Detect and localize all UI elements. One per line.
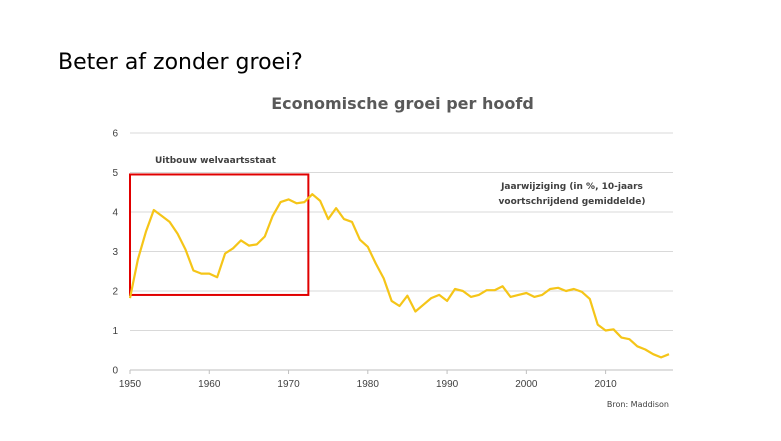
y-tick-label: 5: [112, 168, 118, 179]
x-tick-label: 1990: [436, 379, 459, 390]
series-line-growth: [128, 193, 670, 359]
source-note: Bron: Maddison: [606, 400, 669, 409]
welfare-state-box: [129, 173, 310, 296]
y-axis-ticks: 0 1 2 3 4 5 6: [112, 129, 118, 377]
y-tick-label: 2: [112, 287, 118, 298]
chart-title: Economische groei per hoofd: [271, 94, 534, 113]
x-tick-label: 1980: [357, 379, 380, 390]
x-tick-label: 2010: [594, 379, 617, 390]
y-tick-label: 0: [112, 366, 118, 377]
x-tick-label: 2000: [515, 379, 538, 390]
x-tick-label: 1970: [277, 379, 300, 390]
slide-title: Beter af zonder groei?: [58, 50, 303, 75]
series-note: Jaarwijziging (in %, 10-jaars voortschri…: [462, 180, 682, 210]
box-annotation-label: Uitbouw welvaartsstaat: [155, 156, 276, 166]
y-tick-label: 6: [112, 129, 118, 140]
x-tick-label: 1950: [119, 379, 142, 390]
series-note-line2: voortschrijdend gemiddelde): [498, 197, 646, 207]
y-tick-label: 3: [112, 247, 118, 258]
x-tick-label: 1960: [198, 379, 221, 390]
y-tick-label: 4: [112, 208, 118, 219]
x-axis-ticks: 1950 1960 1970 1980 1990 2000 2010: [119, 370, 617, 390]
y-tick-label: 1: [112, 326, 118, 337]
series-note-line1: Jaarwijziging (in %, 10-jaars: [501, 182, 643, 192]
